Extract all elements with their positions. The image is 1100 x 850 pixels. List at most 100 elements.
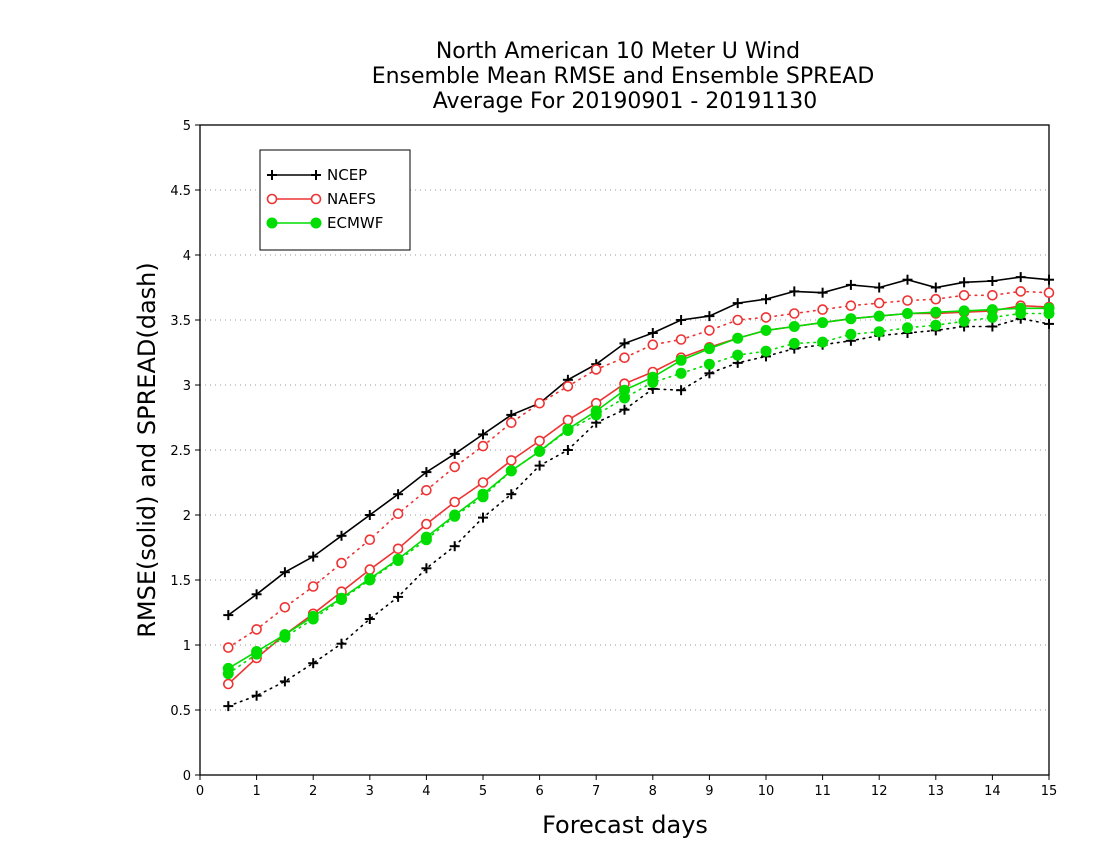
- ncep-rmse-line: [227, 276, 1050, 616]
- naefs-spread-point: [223, 642, 234, 653]
- ecmwf-spread-point: [817, 336, 829, 348]
- legend-label-naefs: NAEFS: [327, 190, 376, 208]
- x-tick-label-12: 12: [871, 784, 888, 799]
- ecmwf-rmse-point: [675, 354, 687, 366]
- ncep-rmse-point: [987, 276, 998, 286]
- ncep-spread-point: [364, 614, 375, 624]
- ecmwf-spread-point: [420, 534, 432, 546]
- naefs-spread-point: [364, 534, 376, 546]
- naefs-rmse-point: [421, 518, 432, 530]
- ecmwf-rmse-point: [732, 332, 744, 344]
- x-tick-label-7: 7: [592, 784, 600, 799]
- x-tick-label-10: 10: [758, 784, 775, 799]
- x-tick-label-5: 5: [479, 784, 487, 799]
- ecmwf-spread-point: [647, 376, 659, 388]
- y-tick-label-1: 0.5: [170, 704, 191, 719]
- ncep-rmse-point: [959, 277, 970, 288]
- legend-marker-ncep-b: [311, 170, 321, 180]
- ncep-spread-point: [506, 489, 517, 500]
- y-tick-label-2: 1: [183, 639, 191, 654]
- ecmwf-spread-point: [930, 319, 942, 331]
- ecmwf-rmse-point: [845, 313, 857, 325]
- ncep-rmse-point: [732, 298, 743, 309]
- naefs-spread-point: [873, 297, 885, 309]
- ncep-rmse-point: [1015, 272, 1026, 283]
- naefs-rmse-point: [392, 543, 404, 555]
- ecmwf-spread-point: [1043, 308, 1055, 319]
- naefs-spread-point: [477, 440, 489, 452]
- x-tick-label-2: 2: [309, 784, 317, 799]
- x-tick-label-4: 4: [422, 784, 430, 799]
- x-tick-label-8: 8: [649, 784, 657, 799]
- ecmwf-rmse-point: [930, 306, 942, 318]
- naefs-spread-point: [562, 380, 574, 392]
- x-axis-label: Forecast days: [542, 811, 708, 839]
- ncep-rmse-point: [251, 589, 262, 600]
- naefs-spread-point: [251, 624, 262, 635]
- ecmwf-spread-point: [788, 337, 800, 349]
- y-tick-label-0: 0: [183, 769, 191, 784]
- x-tick-label-15: 15: [1041, 784, 1058, 799]
- y-tick-label-3: 1.5: [170, 574, 191, 589]
- y-tick-label-10: 5: [183, 119, 191, 134]
- naefs-spread-point: [307, 581, 319, 592]
- naefs-spread-point: [590, 364, 602, 375]
- naefs-spread-point: [1015, 286, 1027, 297]
- naefs-spread-point: [845, 300, 857, 312]
- legend-box: [259, 149, 411, 251]
- ncep-rmse-point: [1044, 274, 1054, 285]
- series-lines: [222, 272, 1055, 712]
- ecmwf-spread-point: [534, 445, 546, 457]
- ncep-rmse-point: [930, 282, 941, 293]
- legend-marker-ncep-a: [267, 170, 277, 180]
- ncep-spread-point: [279, 676, 290, 687]
- ncep-rmse-point: [336, 530, 347, 541]
- ecmwf-spread-point: [1015, 308, 1027, 319]
- ncep-spread-point: [987, 321, 998, 332]
- naefs-spread-point: [760, 312, 772, 323]
- naefs-spread-point: [336, 557, 347, 569]
- ncep-rmse-point: [308, 551, 319, 562]
- naefs-spread-point: [505, 417, 517, 429]
- ecmwf-spread-point: [958, 315, 970, 327]
- naefs-spread-point: [817, 304, 828, 315]
- naefs-rmse-point: [477, 477, 489, 488]
- ncep-rmse-point: [223, 610, 234, 621]
- ecmwf-spread-point: [307, 613, 319, 625]
- chart-title: North American 10 Meter U Wind Ensemble …: [372, 39, 875, 114]
- ncep-spread-point: [1044, 318, 1054, 329]
- x-tick-label-14: 14: [984, 784, 1001, 799]
- x-tick-label-3: 3: [366, 784, 374, 799]
- ecmwf-rmse-point: [902, 308, 913, 319]
- naefs-rmse-point: [562, 414, 574, 426]
- axis-ticks: 00.511.522.533.544.550 1 2 3 4 5 6 7 8 9 10 11 12 13 1…: [170, 119, 1057, 799]
- legend-marker-naefs-a: [266, 193, 278, 205]
- ncep-rmse-point: [817, 287, 828, 298]
- x-tick-label-9: 9: [705, 784, 713, 799]
- ncep-spread-point: [223, 701, 234, 712]
- ncep-spread-point: [449, 541, 460, 552]
- ncep-spread-point: [308, 658, 319, 669]
- ecmwf-spread-point: [477, 491, 489, 503]
- ncep-rmse-point: [761, 294, 771, 305]
- naefs-rmse-point: [223, 678, 234, 690]
- naefs-rmse-point: [505, 455, 517, 466]
- naefs-spread-point: [732, 314, 744, 326]
- naefs-spread-point: [421, 484, 432, 496]
- y-tick-label-6: 3: [183, 379, 191, 394]
- naefs-rmse-point: [449, 496, 461, 508]
- x-tick-label-1: 1: [252, 784, 260, 799]
- ncep-rmse-point: [449, 448, 460, 459]
- ncep-spread-point: [251, 690, 262, 701]
- ncep-spread-point: [421, 563, 432, 574]
- y-tick-label-7: 3.5: [170, 314, 191, 329]
- ecmwf-spread-point: [562, 425, 574, 436]
- ncep-rmse-point: [364, 510, 375, 520]
- y-axis-label: RMSE(solid) and SPREAD(dash): [133, 262, 161, 638]
- naefs-spread-point: [958, 289, 970, 301]
- ecmwf-spread-point: [619, 392, 630, 404]
- legend-marker-ecmwf-a: [266, 217, 278, 229]
- ncep-rmse-point: [902, 274, 913, 285]
- ncep-spread-point: [562, 445, 573, 455]
